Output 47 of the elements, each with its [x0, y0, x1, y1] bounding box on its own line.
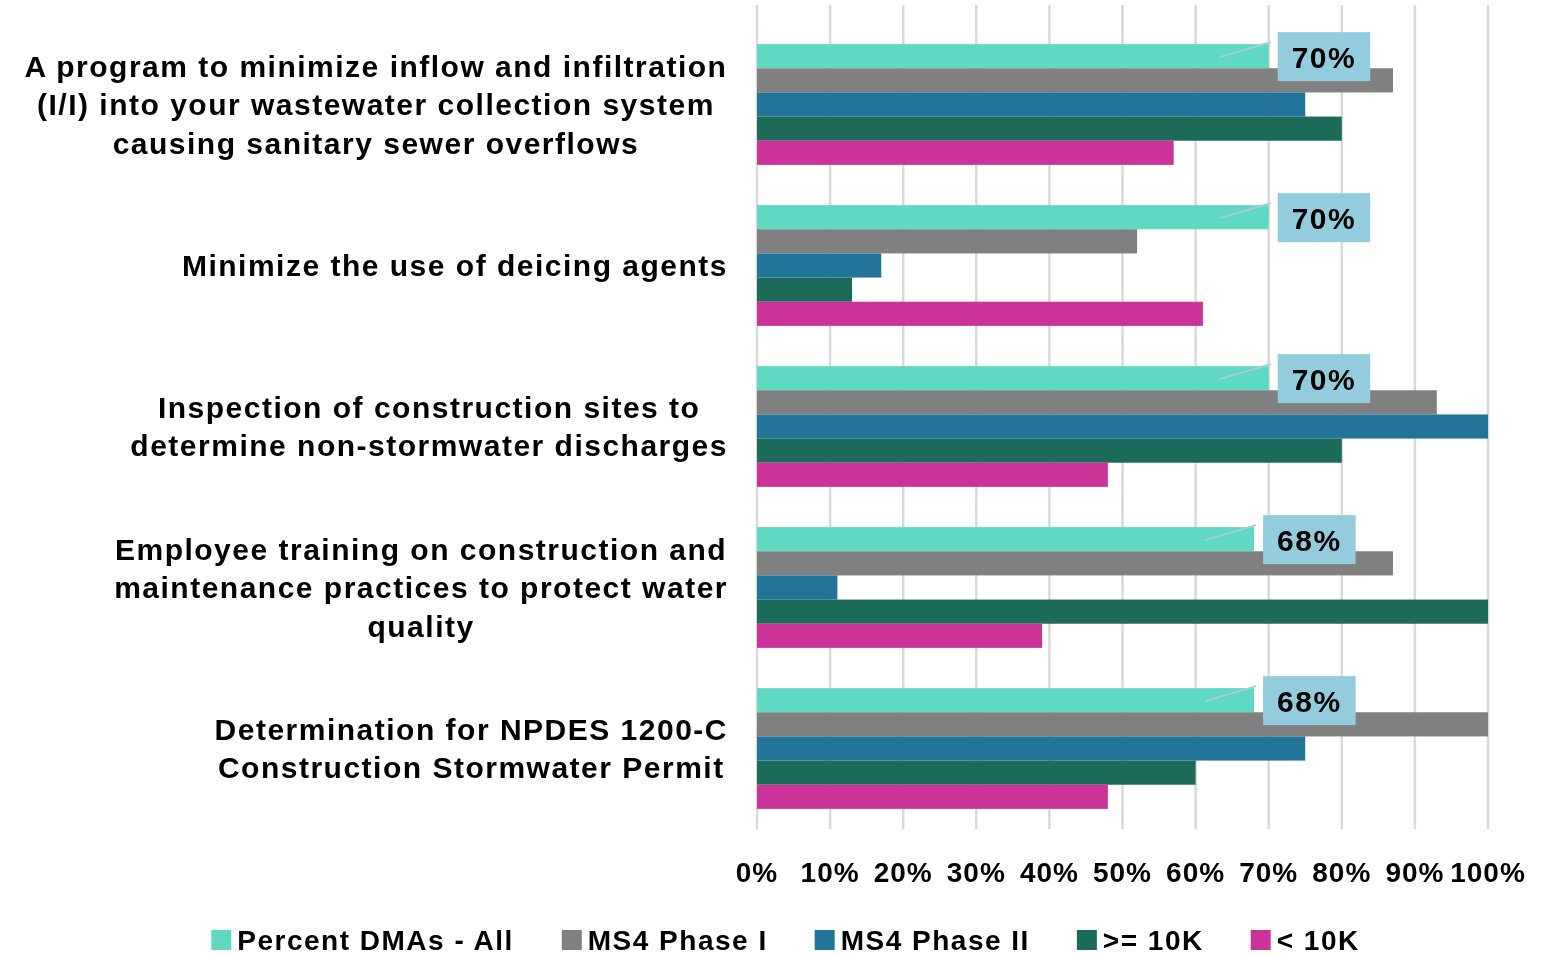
x-tick-label: 10% — [800, 856, 860, 888]
bar — [757, 736, 1306, 761]
y-tick-label: Minimize the use of deicing agents — [181, 249, 728, 282]
data-label: 70% — [1291, 40, 1357, 74]
bar — [757, 92, 1306, 117]
bar — [757, 205, 1269, 230]
bar — [757, 277, 853, 302]
y-tick-label: Employee training on construction and maintenance practices to protect water quality — [114, 532, 729, 643]
bar — [757, 366, 1269, 391]
x-tick-label: 0% — [735, 856, 779, 888]
y-tick-label: Inspection of construction sites to determine non-stormwater discharges — [130, 390, 729, 463]
bar — [757, 44, 1269, 69]
legend-label: MS4 Phase II — [840, 924, 1030, 955]
x-tick-label: 30% — [946, 856, 1006, 888]
y-tick-label: A program to minimize inflow and infiltration (I/I) into your wastewater collection system causing sanitary sewer overflows — [24, 49, 728, 160]
x-tick-label: 50% — [1092, 856, 1153, 888]
bar — [757, 229, 1138, 254]
bar — [757, 784, 1108, 809]
bar — [757, 140, 1174, 165]
y-tick-label: Determination for NPDES 1200-C Construction Stormwater Permit — [214, 712, 729, 785]
x-tick-label: 70% — [1239, 856, 1299, 888]
bar — [757, 301, 1203, 326]
x-tick-label: 20% — [873, 856, 933, 888]
legend-label: >= 10K — [1102, 924, 1204, 955]
x-tick-label: 60% — [1166, 856, 1226, 888]
data-label: 70% — [1291, 201, 1357, 235]
x-tick-label: 90% — [1385, 856, 1445, 888]
bar — [757, 438, 1342, 463]
bar — [757, 688, 1255, 713]
legend-label: < 10K — [1276, 924, 1360, 955]
bar — [757, 575, 838, 600]
bar — [757, 462, 1108, 487]
bar — [757, 116, 1342, 141]
bar — [757, 599, 1488, 624]
legend-label: MS4 Phase I — [587, 924, 768, 955]
data-label: 68% — [1277, 684, 1342, 718]
bar — [757, 527, 1255, 552]
x-tick-label: 40% — [1019, 856, 1079, 888]
bar — [757, 253, 882, 278]
bar — [757, 414, 1488, 439]
x-tick-label: 80% — [1312, 856, 1372, 888]
bar — [757, 623, 1043, 648]
legend-label: Percent DMAs - All — [237, 924, 514, 955]
bar — [757, 760, 1196, 785]
x-tick-label: 100% — [1450, 856, 1526, 888]
data-label: 70% — [1291, 362, 1357, 396]
data-label: 68% — [1277, 523, 1342, 557]
